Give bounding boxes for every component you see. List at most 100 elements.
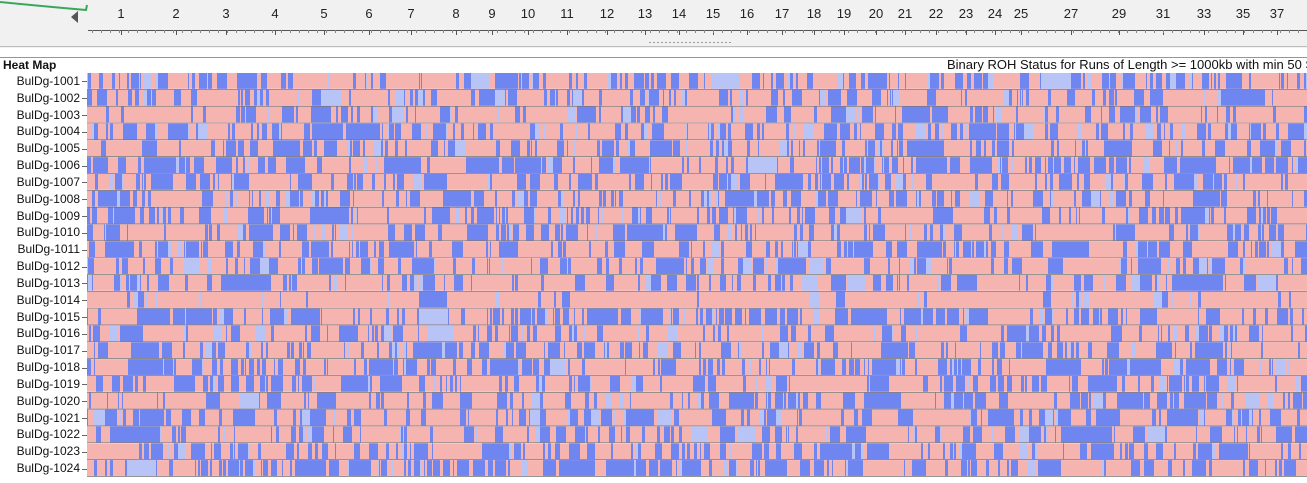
heatmap-cell xyxy=(292,274,294,291)
heatmap-cell xyxy=(719,207,721,224)
heatmap-cell xyxy=(234,173,237,190)
heatmap-cell xyxy=(1287,392,1288,409)
heatmap-cell xyxy=(1243,173,1245,190)
heatmap-cell xyxy=(870,375,889,392)
heatmap-cell xyxy=(776,342,777,359)
heatmap-cell xyxy=(1199,325,1202,342)
heatmap-cell xyxy=(525,409,526,426)
heatmap-cell xyxy=(1305,325,1307,342)
ruler-minor-tick xyxy=(281,30,282,33)
heatmap-cell xyxy=(308,392,309,409)
ruler-tick-label: 31 xyxy=(1155,6,1171,21)
heatmap-cell xyxy=(1158,325,1159,342)
heatmap-cell xyxy=(901,173,903,190)
heatmap-cell xyxy=(399,157,421,173)
heatmap-cell xyxy=(587,443,589,460)
heatmap-cell xyxy=(788,426,789,443)
heatmap-cell xyxy=(755,224,756,241)
heatmap-cell xyxy=(136,426,151,443)
heatmap-cell xyxy=(1051,140,1054,157)
heatmap-cell xyxy=(838,89,841,106)
heatmap-row[interactable] xyxy=(87,190,1307,207)
heatmap-cell xyxy=(912,342,915,359)
ruler-tick-label: 15 xyxy=(705,6,721,21)
heatmap-cell xyxy=(244,258,245,274)
heatmap-cell xyxy=(469,190,471,207)
heatmap-cell xyxy=(864,157,865,173)
heatmap-cell xyxy=(696,73,698,89)
heatmap-cell xyxy=(431,426,433,443)
selection-handle[interactable] xyxy=(0,0,90,20)
heatmap-cell xyxy=(164,224,166,241)
ruler-minor-tick xyxy=(191,30,192,33)
heatmap-cell xyxy=(962,359,964,375)
heatmap-cell xyxy=(713,325,715,342)
heatmap-row[interactable] xyxy=(87,325,1307,342)
heatmap-row[interactable] xyxy=(87,258,1307,274)
heatmap-cell xyxy=(645,106,647,123)
heatmap-cell xyxy=(211,73,212,89)
heatmap-cell xyxy=(549,207,551,224)
ruler-minor-tick xyxy=(1091,30,1092,33)
heatmap-cell xyxy=(206,241,207,258)
heatmap-cell xyxy=(382,123,383,140)
heatmap-cell xyxy=(844,157,845,173)
heatmap-row[interactable] xyxy=(87,89,1307,106)
heatmap-cell xyxy=(960,123,963,140)
heatmap-cell xyxy=(168,241,171,258)
heatmap-cell xyxy=(569,375,570,392)
heatmap-cell xyxy=(878,274,881,291)
heatmap-cell xyxy=(452,241,461,258)
heatmap-cell xyxy=(712,241,720,258)
heatmap-cell xyxy=(1007,426,1009,443)
heatmap-cell xyxy=(1056,409,1058,426)
heatmap-cell xyxy=(326,443,328,460)
heatmap-cell xyxy=(1198,291,1201,308)
heatmap-cell xyxy=(835,342,838,359)
heatmap-cell xyxy=(854,460,863,476)
heatmap-cell xyxy=(419,291,447,308)
ruler-tick xyxy=(844,30,845,35)
heatmap-cell xyxy=(1028,224,1030,241)
heatmap-cell xyxy=(1152,89,1163,106)
heatmap-cell xyxy=(1025,157,1027,173)
heatmap-cell xyxy=(205,460,206,476)
heatmap-cell xyxy=(554,173,558,190)
heatmap-cell xyxy=(139,241,142,258)
heatmap-cell xyxy=(151,443,163,460)
heatmap-plot[interactable] xyxy=(87,73,1307,477)
heatmap-cell xyxy=(155,89,156,106)
heatmap-cell xyxy=(634,106,636,123)
heatmap-cell xyxy=(819,460,821,476)
heatmap-cell xyxy=(1125,173,1127,190)
heatmap-cell xyxy=(381,140,383,157)
heatmap-cell xyxy=(764,443,765,460)
heatmap-cell xyxy=(697,291,699,308)
heatmap-cell xyxy=(466,157,486,173)
heatmap-cell xyxy=(1247,274,1256,291)
heatmap-row[interactable] xyxy=(87,342,1307,359)
heatmap-cell xyxy=(423,392,424,409)
heatmap-cell xyxy=(416,460,419,476)
heatmap-cell xyxy=(286,443,290,460)
panel-resize-grip[interactable] xyxy=(648,41,732,44)
heatmap-cell xyxy=(216,157,230,173)
heatmap-cell xyxy=(169,460,170,476)
heatmap-cell xyxy=(530,123,533,140)
ruler-minor-tick xyxy=(650,30,651,33)
heatmap-row[interactable] xyxy=(87,409,1307,426)
heatmap-cell xyxy=(1278,409,1281,426)
heatmap-cell xyxy=(799,190,801,207)
heatmap-cell xyxy=(1048,274,1051,291)
heatmap-cell xyxy=(431,140,438,157)
scroll-left-arrow-icon[interactable] xyxy=(71,11,78,23)
heatmap-cell xyxy=(940,375,942,392)
heatmap-cell xyxy=(638,274,640,291)
ruler-minor-tick xyxy=(326,30,327,33)
heatmap-cell xyxy=(777,342,779,359)
heatmap-cell xyxy=(848,173,849,190)
heatmap-cell xyxy=(567,140,568,157)
heatmap-cell xyxy=(954,224,962,241)
heatmap-cell xyxy=(1077,173,1079,190)
heatmap-cell xyxy=(971,460,977,476)
